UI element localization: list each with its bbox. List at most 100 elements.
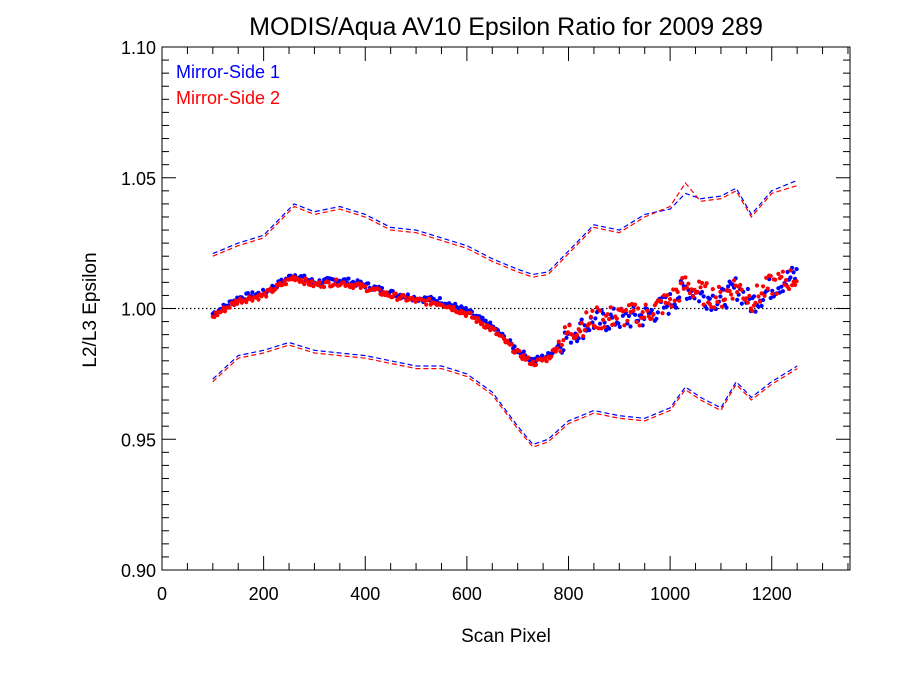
data-point [744,296,749,301]
x-tick-label: 1200 [752,584,792,604]
data-point [666,311,671,316]
data-point [594,305,600,310]
x-tick-label: 600 [452,584,482,604]
data-point [317,280,322,285]
data-point [782,282,787,287]
data-point [649,316,654,321]
x-tick-label: 200 [249,584,279,604]
data-point [526,355,531,360]
data-point [704,306,709,311]
data-point [666,301,671,306]
data-point [640,323,645,328]
data-point [437,296,442,301]
data-point [677,298,682,303]
data-point [700,280,705,286]
data-point [556,339,561,344]
data-point [794,267,799,272]
data-point [390,294,395,300]
data-point [521,353,526,358]
data-point [756,294,761,299]
data-point [584,310,589,315]
data-point [244,300,249,305]
data-point [730,296,735,301]
data-point [623,311,629,316]
data-point [745,286,751,292]
data-point [750,308,755,314]
data-point [654,316,659,321]
data-point [773,277,778,282]
data-point [683,275,688,280]
data-point [762,293,767,298]
data-point [472,315,478,320]
data-point [729,292,734,297]
data-point [424,302,429,307]
chart-title: MODIS/Aqua AV10 Epsilon Ratio for 2009 2… [249,13,763,41]
data-point [326,280,331,285]
data-point [738,282,743,288]
series-1-lower-bound [212,341,798,446]
data-point [549,354,554,359]
data-point [700,289,705,295]
data-point [678,281,683,286]
x-tick-label: 0 [157,584,167,604]
data-point [732,278,737,283]
data-point [483,318,488,323]
data-point [761,284,766,289]
legend-entry-mirror-side-2: Mirror-Side 2 [176,88,280,108]
data-point [640,310,645,315]
data-point [597,321,603,326]
data-point [633,302,638,307]
data-point [575,333,580,338]
data-point [578,329,583,334]
data-point [250,290,255,295]
data-point [747,293,752,298]
data-point [716,284,722,289]
data-point [770,288,775,293]
data-point [402,294,407,299]
data-point [623,308,629,313]
data-point [553,349,558,354]
data-point [587,321,592,326]
data-point [651,312,656,317]
series-1-upper-bound [212,179,798,276]
data-point [674,305,679,310]
data-point [774,291,779,296]
data-point [601,317,606,322]
data-point [684,285,690,290]
data-point [581,334,586,339]
series-layer [210,179,799,448]
data-point [768,273,773,279]
data-point [768,295,773,301]
y-axis-label: L2/L3 Epsilon [80,252,101,367]
data-point [722,297,728,302]
data-point [701,294,706,299]
data-point [509,342,514,347]
data-point [558,349,563,354]
data-point [776,271,781,276]
data-point [698,285,703,290]
data-point [582,328,587,333]
data-point [565,330,571,335]
data-point [614,316,619,321]
data-point [474,319,479,324]
data-point [724,305,729,310]
data-point [562,325,568,330]
data-point [582,323,587,328]
data-point [405,292,410,297]
data-point [661,293,667,298]
data-point [262,291,267,296]
y-tick-label: 1.10 [121,38,156,58]
data-point [602,324,607,329]
data-point [559,342,565,348]
data-point [212,314,217,320]
data-point [596,326,601,331]
data-point [779,284,784,289]
data-point [291,274,296,279]
data-point [780,269,786,274]
data-point [779,274,784,279]
data-point [727,288,732,293]
data-point [468,311,473,316]
data-point [607,317,612,322]
data-point [631,308,636,313]
data-point [677,295,682,300]
